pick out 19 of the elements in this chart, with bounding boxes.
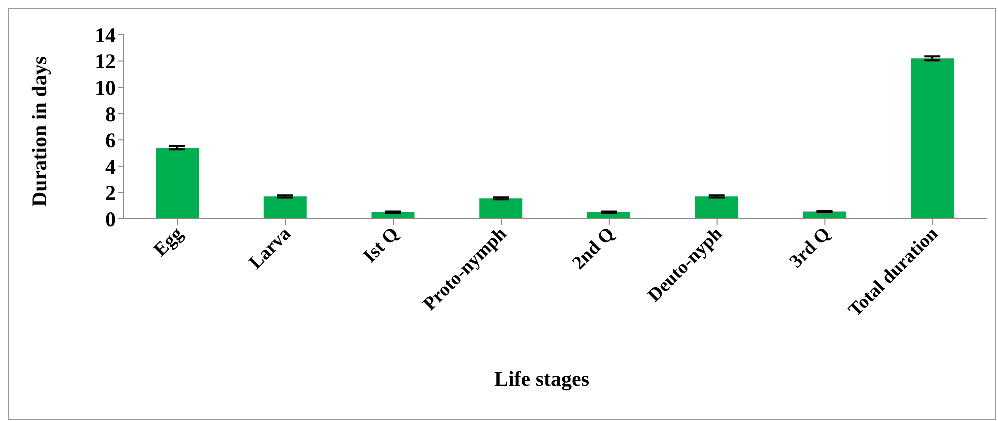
x-axis-title: Life stages xyxy=(493,367,591,392)
x-tick-label: Ist Q xyxy=(360,224,404,268)
y-tick-label: 12 xyxy=(95,50,116,74)
bar xyxy=(156,148,199,219)
y-tick-label: 8 xyxy=(106,102,116,126)
bar xyxy=(911,58,954,219)
y-tick-label: 10 xyxy=(95,76,116,100)
y-tick-label: 6 xyxy=(106,128,116,153)
y-tick-label: 14 xyxy=(95,23,116,48)
bar xyxy=(480,198,523,219)
x-tick-label: Egg xyxy=(150,223,188,261)
bar xyxy=(695,196,738,219)
y-axis-title: Duration in days xyxy=(27,56,52,207)
y-tick-label: 0 xyxy=(106,207,116,232)
x-tick-label: 3rd Q xyxy=(786,224,835,272)
x-tick-label: 2nd Q xyxy=(568,224,619,274)
y-tick-label: 4 xyxy=(106,154,116,179)
bar xyxy=(264,196,307,219)
y-tick-label: 2 xyxy=(106,181,116,206)
